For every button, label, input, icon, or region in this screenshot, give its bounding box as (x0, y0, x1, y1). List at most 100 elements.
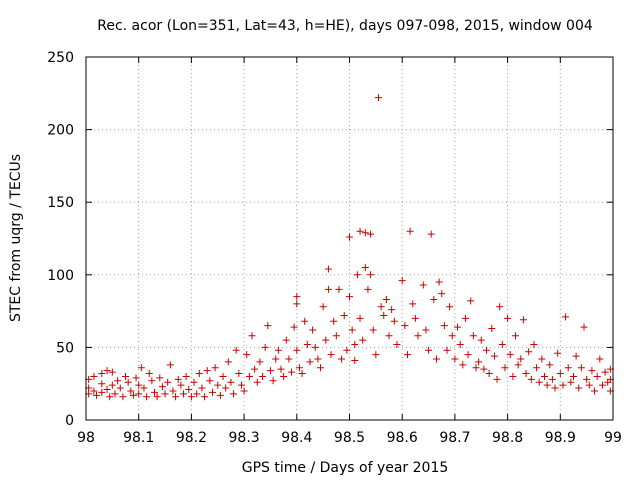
data-point (103, 367, 111, 375)
data-point (443, 346, 451, 354)
data-point (227, 378, 235, 386)
x-tick-label: 98.5 (334, 430, 365, 446)
data-point (409, 300, 417, 308)
data-point (269, 377, 277, 385)
data-point (98, 388, 106, 396)
data-point (556, 370, 564, 378)
data-point (580, 323, 588, 331)
data-point (324, 285, 332, 293)
data-point (398, 277, 406, 285)
data-point (380, 311, 388, 319)
x-tick-label: 99 (604, 430, 622, 446)
data-point (577, 364, 585, 372)
data-point (530, 340, 538, 348)
data-point (93, 391, 101, 399)
data-point (293, 300, 301, 308)
data-point (498, 340, 506, 348)
data-point (414, 332, 422, 340)
data-point (356, 314, 364, 322)
x-tick-label: 98.8 (492, 430, 523, 446)
data-point (522, 370, 530, 378)
data-point (222, 384, 230, 392)
data-point (301, 317, 309, 325)
data-point (285, 355, 293, 363)
data-point (467, 297, 475, 305)
data-point (164, 378, 172, 386)
data-point (356, 227, 364, 235)
data-point (506, 351, 514, 359)
data-point (216, 391, 224, 399)
data-point (248, 332, 256, 340)
data-point (509, 372, 517, 380)
data-point (317, 364, 325, 372)
data-point (124, 378, 132, 386)
data-point (459, 361, 467, 369)
data-point (280, 372, 288, 380)
data-point (158, 383, 166, 391)
data-point (454, 323, 462, 331)
data-point (422, 326, 430, 334)
data-point (161, 390, 169, 398)
x-tick-label: 98.1 (123, 430, 154, 446)
data-point (591, 387, 599, 395)
data-point (343, 346, 351, 354)
data-point (401, 322, 409, 330)
data-point (272, 355, 280, 363)
data-point (472, 364, 480, 372)
data-point (277, 365, 285, 373)
data-point (361, 264, 369, 272)
data-point (393, 340, 401, 348)
data-point (348, 326, 356, 334)
data-point (448, 332, 456, 340)
x-tick-label: 98.7 (439, 430, 470, 446)
data-point (554, 349, 562, 357)
data-point (193, 390, 201, 398)
data-point (219, 372, 227, 380)
data-point (179, 390, 187, 398)
data-point (195, 370, 203, 378)
data-point (514, 361, 522, 369)
data-point (156, 374, 164, 382)
data-points (85, 94, 614, 401)
data-point (535, 378, 543, 386)
data-point (103, 386, 111, 394)
data-point (488, 325, 496, 333)
data-point (364, 285, 372, 293)
data-point (359, 336, 367, 344)
data-point (319, 303, 327, 311)
data-point (440, 322, 448, 330)
data-point (145, 370, 153, 378)
data-point (261, 343, 269, 351)
data-point (259, 372, 267, 380)
data-point (338, 355, 346, 363)
data-point (403, 351, 411, 359)
data-point (309, 326, 317, 334)
data-point (385, 332, 393, 340)
data-point (324, 265, 332, 273)
data-point (446, 303, 454, 311)
data-point (367, 230, 375, 238)
data-point (169, 387, 177, 395)
data-point (98, 380, 106, 388)
data-point (390, 317, 398, 325)
data-point (564, 364, 572, 372)
data-point (430, 295, 438, 303)
y-tick-label: 200 (47, 123, 74, 139)
data-point (245, 372, 253, 380)
data-point (519, 316, 527, 324)
data-point (543, 381, 551, 389)
data-point (206, 377, 214, 385)
data-point (593, 372, 601, 380)
data-point (90, 387, 98, 395)
data-point (322, 336, 330, 344)
data-point (187, 393, 195, 401)
data-point (114, 377, 122, 385)
data-point (306, 358, 314, 366)
data-point (119, 393, 127, 401)
data-point (293, 293, 301, 301)
data-point (438, 290, 446, 298)
data-point (569, 372, 577, 380)
data-point (540, 372, 548, 380)
y-tick-label: 50 (56, 340, 74, 356)
